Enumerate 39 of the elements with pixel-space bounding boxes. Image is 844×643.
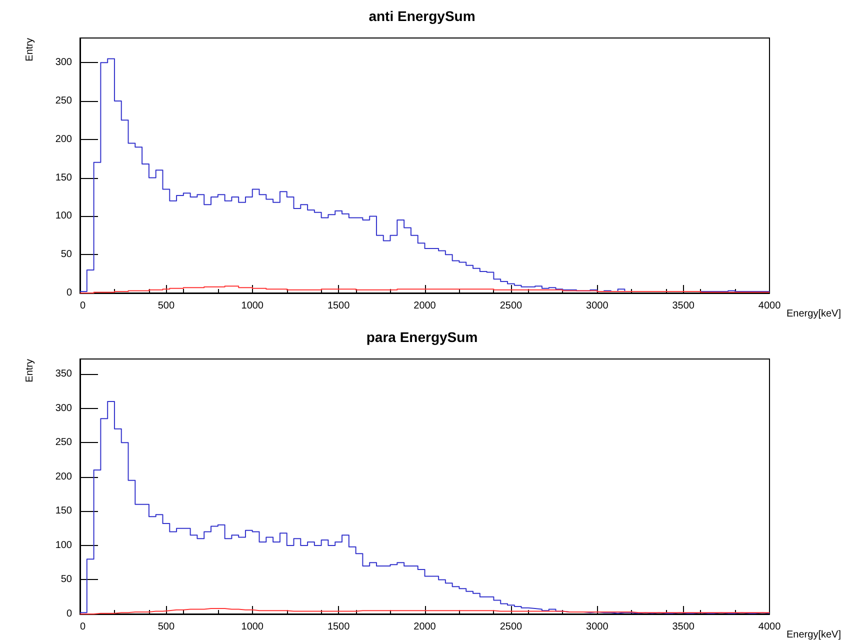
x-tick-label: 500 [158, 622, 175, 632]
y-axis-title: Entry [24, 359, 36, 382]
x-tick-label: 0 [80, 622, 86, 632]
y-tick-label: 0 [66, 608, 72, 620]
x-tick-label: 3500 [672, 300, 695, 312]
y-tick-label: 200 [55, 471, 72, 482]
chart-title: para EnergySum [366, 329, 478, 345]
x-tick-label: 1500 [327, 300, 350, 312]
y-tick-label: 150 [55, 172, 72, 184]
y-tick-label: 50 [60, 249, 72, 260]
x-tick-label: 2500 [500, 300, 522, 312]
y-tick-label: 50 [60, 574, 72, 586]
x-tick-label: 1000 [241, 622, 264, 632]
x-tick-label: 3000 [586, 300, 609, 312]
y-tick-label: 250 [55, 95, 72, 106]
x-tick-label: 3500 [672, 622, 695, 632]
x-tick-label: 0 [80, 300, 86, 312]
y-tick-label: 300 [55, 402, 72, 414]
x-tick-label: 2500 [500, 622, 522, 632]
x-tick-label: 1000 [241, 300, 264, 312]
x-tick-label: 3000 [586, 622, 609, 632]
x-tick-label: 1500 [327, 622, 350, 632]
y-tick-label: 100 [55, 540, 72, 551]
chart-title: anti EnergySum [368, 8, 476, 24]
y-tick-label: 200 [55, 134, 72, 145]
y-tick-label: 350 [55, 368, 72, 380]
y-tick-label: 300 [55, 57, 72, 68]
x-axis-title: Energy[keV] [786, 308, 842, 320]
x-tick-label: 4000 [758, 622, 782, 632]
y-tick-label: 0 [66, 288, 72, 298]
y-tick-label: 100 [55, 210, 72, 222]
y-tick-label: 250 [55, 437, 72, 448]
x-tick-label: 2000 [414, 622, 436, 632]
x-tick-label: 500 [158, 300, 175, 312]
y-axis-title: Entry [24, 38, 36, 62]
x-axis-title: Energy[keV] [786, 630, 842, 640]
x-tick-label: 2000 [414, 300, 436, 312]
y-tick-label: 150 [55, 506, 72, 517]
x-tick-label: 4000 [758, 300, 782, 312]
